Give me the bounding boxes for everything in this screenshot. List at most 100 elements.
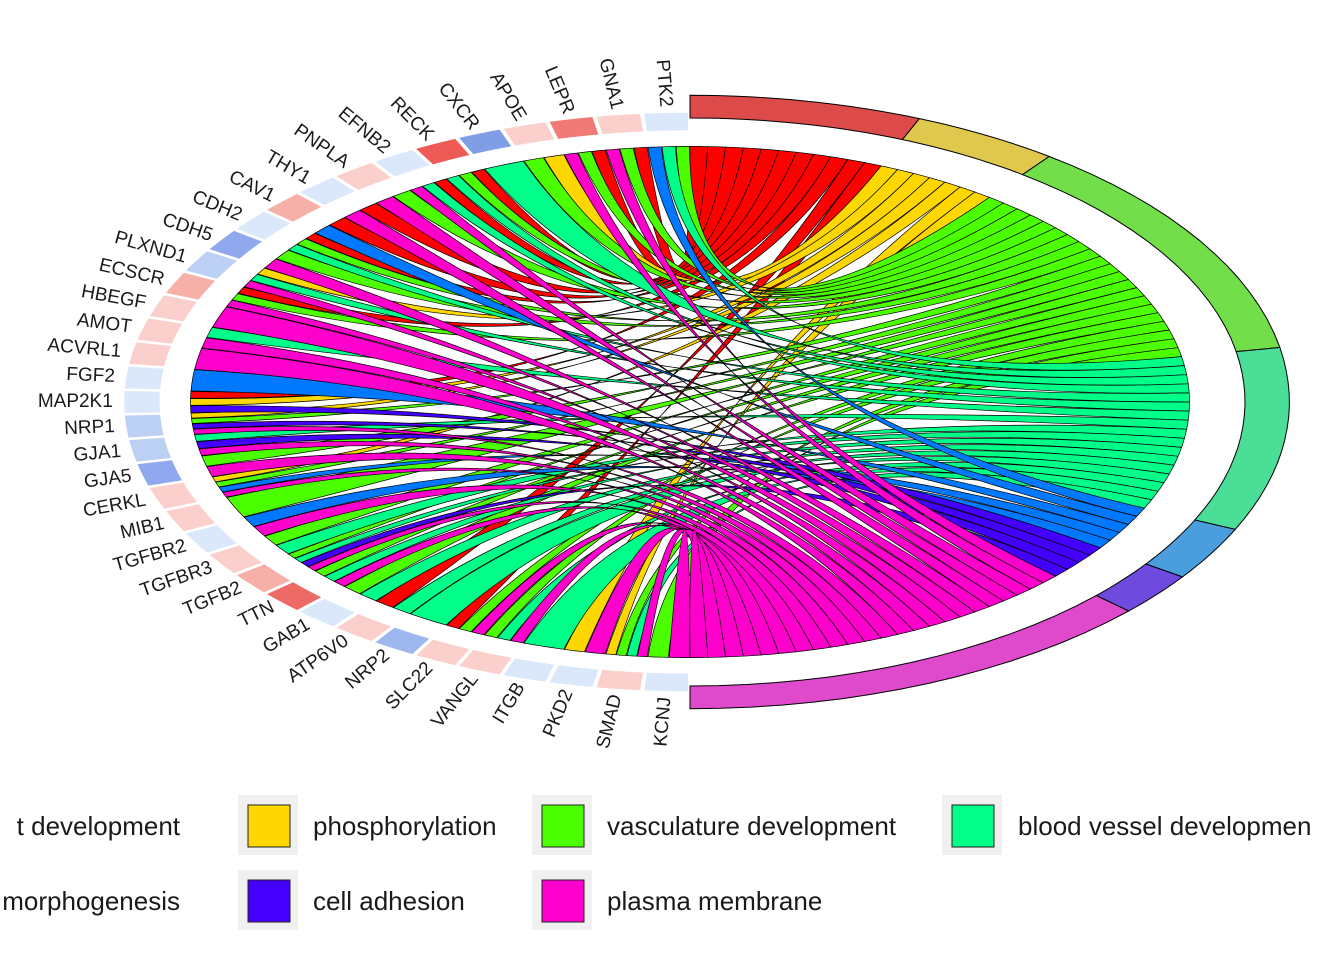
gene-label-FGF2: FGF2	[66, 364, 115, 387]
ribbon-GJA1-to-plasma-membrane	[198, 441, 882, 642]
gene-cell-RECK	[414, 137, 471, 166]
term-arc-cell-adhesion	[1095, 563, 1184, 612]
gene-cell-CAV1	[265, 193, 323, 223]
gene-label-MIB1: MIB1	[118, 513, 166, 543]
legend-swatch-cell-adhesion	[247, 879, 291, 923]
gene-cell-TGFBR3	[207, 544, 264, 575]
ribbon-group	[190, 146, 1190, 658]
gene-cell-TGFBR2	[184, 524, 239, 554]
gene-label-AMOT: AMOT	[76, 309, 134, 337]
gene-cell-MIB1	[164, 503, 217, 533]
gene-label-CXCR4: CXCR	[434, 79, 484, 134]
ribbon-TGFB2-to-blood-vessel-development	[294, 431, 1185, 563]
ribbon-GNA11-to-plasma-membrane	[605, 148, 1057, 584]
gene-cell-FGF2	[124, 365, 165, 391]
gene-cell-GNA11	[595, 112, 644, 135]
ribbon-PTK2-to-blood-vessel-development	[661, 146, 1185, 371]
gene-cell-GJA5	[136, 459, 184, 487]
gene-cell-VANGL2	[457, 649, 513, 676]
gene-cell-GAB1	[298, 597, 357, 628]
gene-label-RECK: RECK	[386, 93, 438, 146]
gene-cell-ACVRL1	[128, 341, 173, 368]
legend-label-tube-morphogenesis: e morphogenesis	[0, 886, 180, 916]
gene-cell-GJA1	[128, 436, 173, 463]
ribbon-CERKL-to-plasma-membrane	[222, 467, 849, 648]
gene-cell-CDH2	[235, 210, 292, 241]
term-arc-vasculature-development	[1021, 155, 1281, 353]
gene-label-NRP1: NRP1	[64, 416, 116, 439]
gene-label-SLC22A5: SLC22	[381, 658, 437, 714]
ribbon-PNPLA-to-plasma-membrane	[375, 196, 1018, 602]
ribbon-NRP1-to-cell-adhesion	[191, 420, 1091, 563]
gene-label-LEPR: LEPR	[540, 63, 579, 117]
gene-cell-AMOT	[136, 317, 184, 345]
ribbon-GJA5-to-plasma-membrane	[206, 452, 866, 645]
gene-cell-TGFB2	[235, 563, 292, 594]
gene-cell-NRP2	[373, 626, 431, 655]
ribbon-CAV1-to-tube-morphogenesis	[314, 224, 1138, 525]
ribbon-VANGL2-to-plasma-membrane	[510, 524, 762, 657]
term-arc-blood-vessel-development	[1193, 346, 1290, 530]
gene-label-GNA11: GNA1	[594, 56, 627, 111]
gene-label-PKD2: PKD2	[539, 686, 578, 740]
legend-swatch-plasma-membrane	[541, 879, 585, 923]
gene-label-TTN: TTN	[235, 597, 277, 632]
legend-label-blood-vessel-development: blood vessel developmen	[1018, 811, 1311, 841]
legend-swatch-blood-vessel-development	[951, 804, 995, 848]
ribbon-RECK-to-blood-vessel-development	[446, 175, 1189, 386]
term-arc-plasma-membrane	[689, 594, 1130, 710]
ribbon-FGF2-to-tube-morphogenesis	[190, 369, 1130, 533]
legend-label-phosphorylation: phosphorylation	[313, 811, 497, 841]
gene-cell-ATP6V0A1	[334, 613, 393, 642]
legend-label-cell-adhesion: cell adhesion	[313, 886, 465, 916]
gene-label-CERKL: CERKL	[81, 490, 147, 522]
ribbon-TGFBR2-to-plasma-membrane	[253, 484, 832, 651]
gene-cell-ITGB3	[502, 657, 556, 683]
legend-label-heart-development: t development	[17, 811, 181, 841]
ribbon-CDH5-to-plasma-membrane	[264, 258, 991, 613]
gene-cell-SMAD	[595, 669, 644, 692]
gene-label-SMAD: SMAD	[593, 692, 627, 750]
ribbon-HBEGF-to-plasma-membrane	[211, 306, 946, 627]
legend-swatch-phosphorylation	[247, 804, 291, 848]
ribbon-CERKL-to-tube-morphogenesis	[218, 454, 1121, 541]
gene-cell-CXCR4	[457, 128, 513, 155]
ribbon-ACVRL1-to-plasma-membrane	[194, 348, 915, 635]
gene-cell-THY1	[298, 176, 357, 207]
ribbon-GAB1-to-blood-vessel-development	[359, 444, 1179, 602]
ribbon-NRP1-to-plasma-membrane	[192, 426, 899, 639]
ribbon-PLXND1-to-plasma-membrane	[243, 280, 976, 618]
ribbon-GJA1-to-cell-adhesion	[196, 433, 1080, 570]
gene-label-ACVRL1: ACVRL1	[47, 335, 122, 362]
gene-logfc-ring	[123, 111, 689, 693]
legend-label-plasma-membrane: plasma membrane	[607, 886, 822, 916]
ribbon-TGFBR3-to-vasculature-development	[264, 287, 1146, 546]
gene-cell-CERKL	[148, 481, 199, 510]
gene-cell-SLC22A5	[414, 638, 471, 667]
ribbon-TTN-to-plasma-membrane	[333, 506, 797, 654]
ribbon-EFNB2-to-plasma-membrane	[409, 186, 1032, 596]
ribbon-SLC22A5-to-plasma-membrane	[471, 522, 780, 656]
ribbon-TGFB2-to-plasma-membrane	[307, 500, 815, 653]
legend-swatch-vasculature-development	[541, 804, 585, 848]
gene-label-VANGL2: VANGL	[427, 669, 482, 732]
gene-cell-PLXND1	[184, 250, 239, 280]
ribbon-GNA11-to-vasculature-development	[619, 147, 1018, 293]
ribbon-ATP6V0A1-to-blood-vessel-development	[392, 450, 1175, 615]
ribbon-LEPR-to-vasculature-development	[577, 151, 1032, 296]
term-arc-ring	[689, 94, 1290, 710]
gene-cell-CDH5	[207, 229, 264, 260]
ribbon-LEPR-to-plasma-membrane	[563, 152, 1044, 590]
ribbon-KCNJ8-to-plasma-membrane	[668, 529, 709, 658]
gene-cell-NRP1	[124, 413, 165, 439]
term-arc-phosphorylation	[901, 118, 1051, 176]
gene-cell-PNPLA	[334, 162, 393, 191]
legend-label-vasculature-development: vasculature development	[607, 811, 897, 841]
ribbon-THY1-to-plasma-membrane	[343, 209, 1005, 607]
ribbon-SMAD-to-plasma-membrane	[637, 529, 727, 658]
gene-label-GJA1: GJA1	[73, 441, 122, 466]
gene-label-MAP2K1: MAP2K1	[38, 391, 113, 412]
ribbon-PTK2-to-tube-morphogenesis	[647, 146, 1146, 517]
gene-cell-MAP2K1	[123, 390, 161, 414]
